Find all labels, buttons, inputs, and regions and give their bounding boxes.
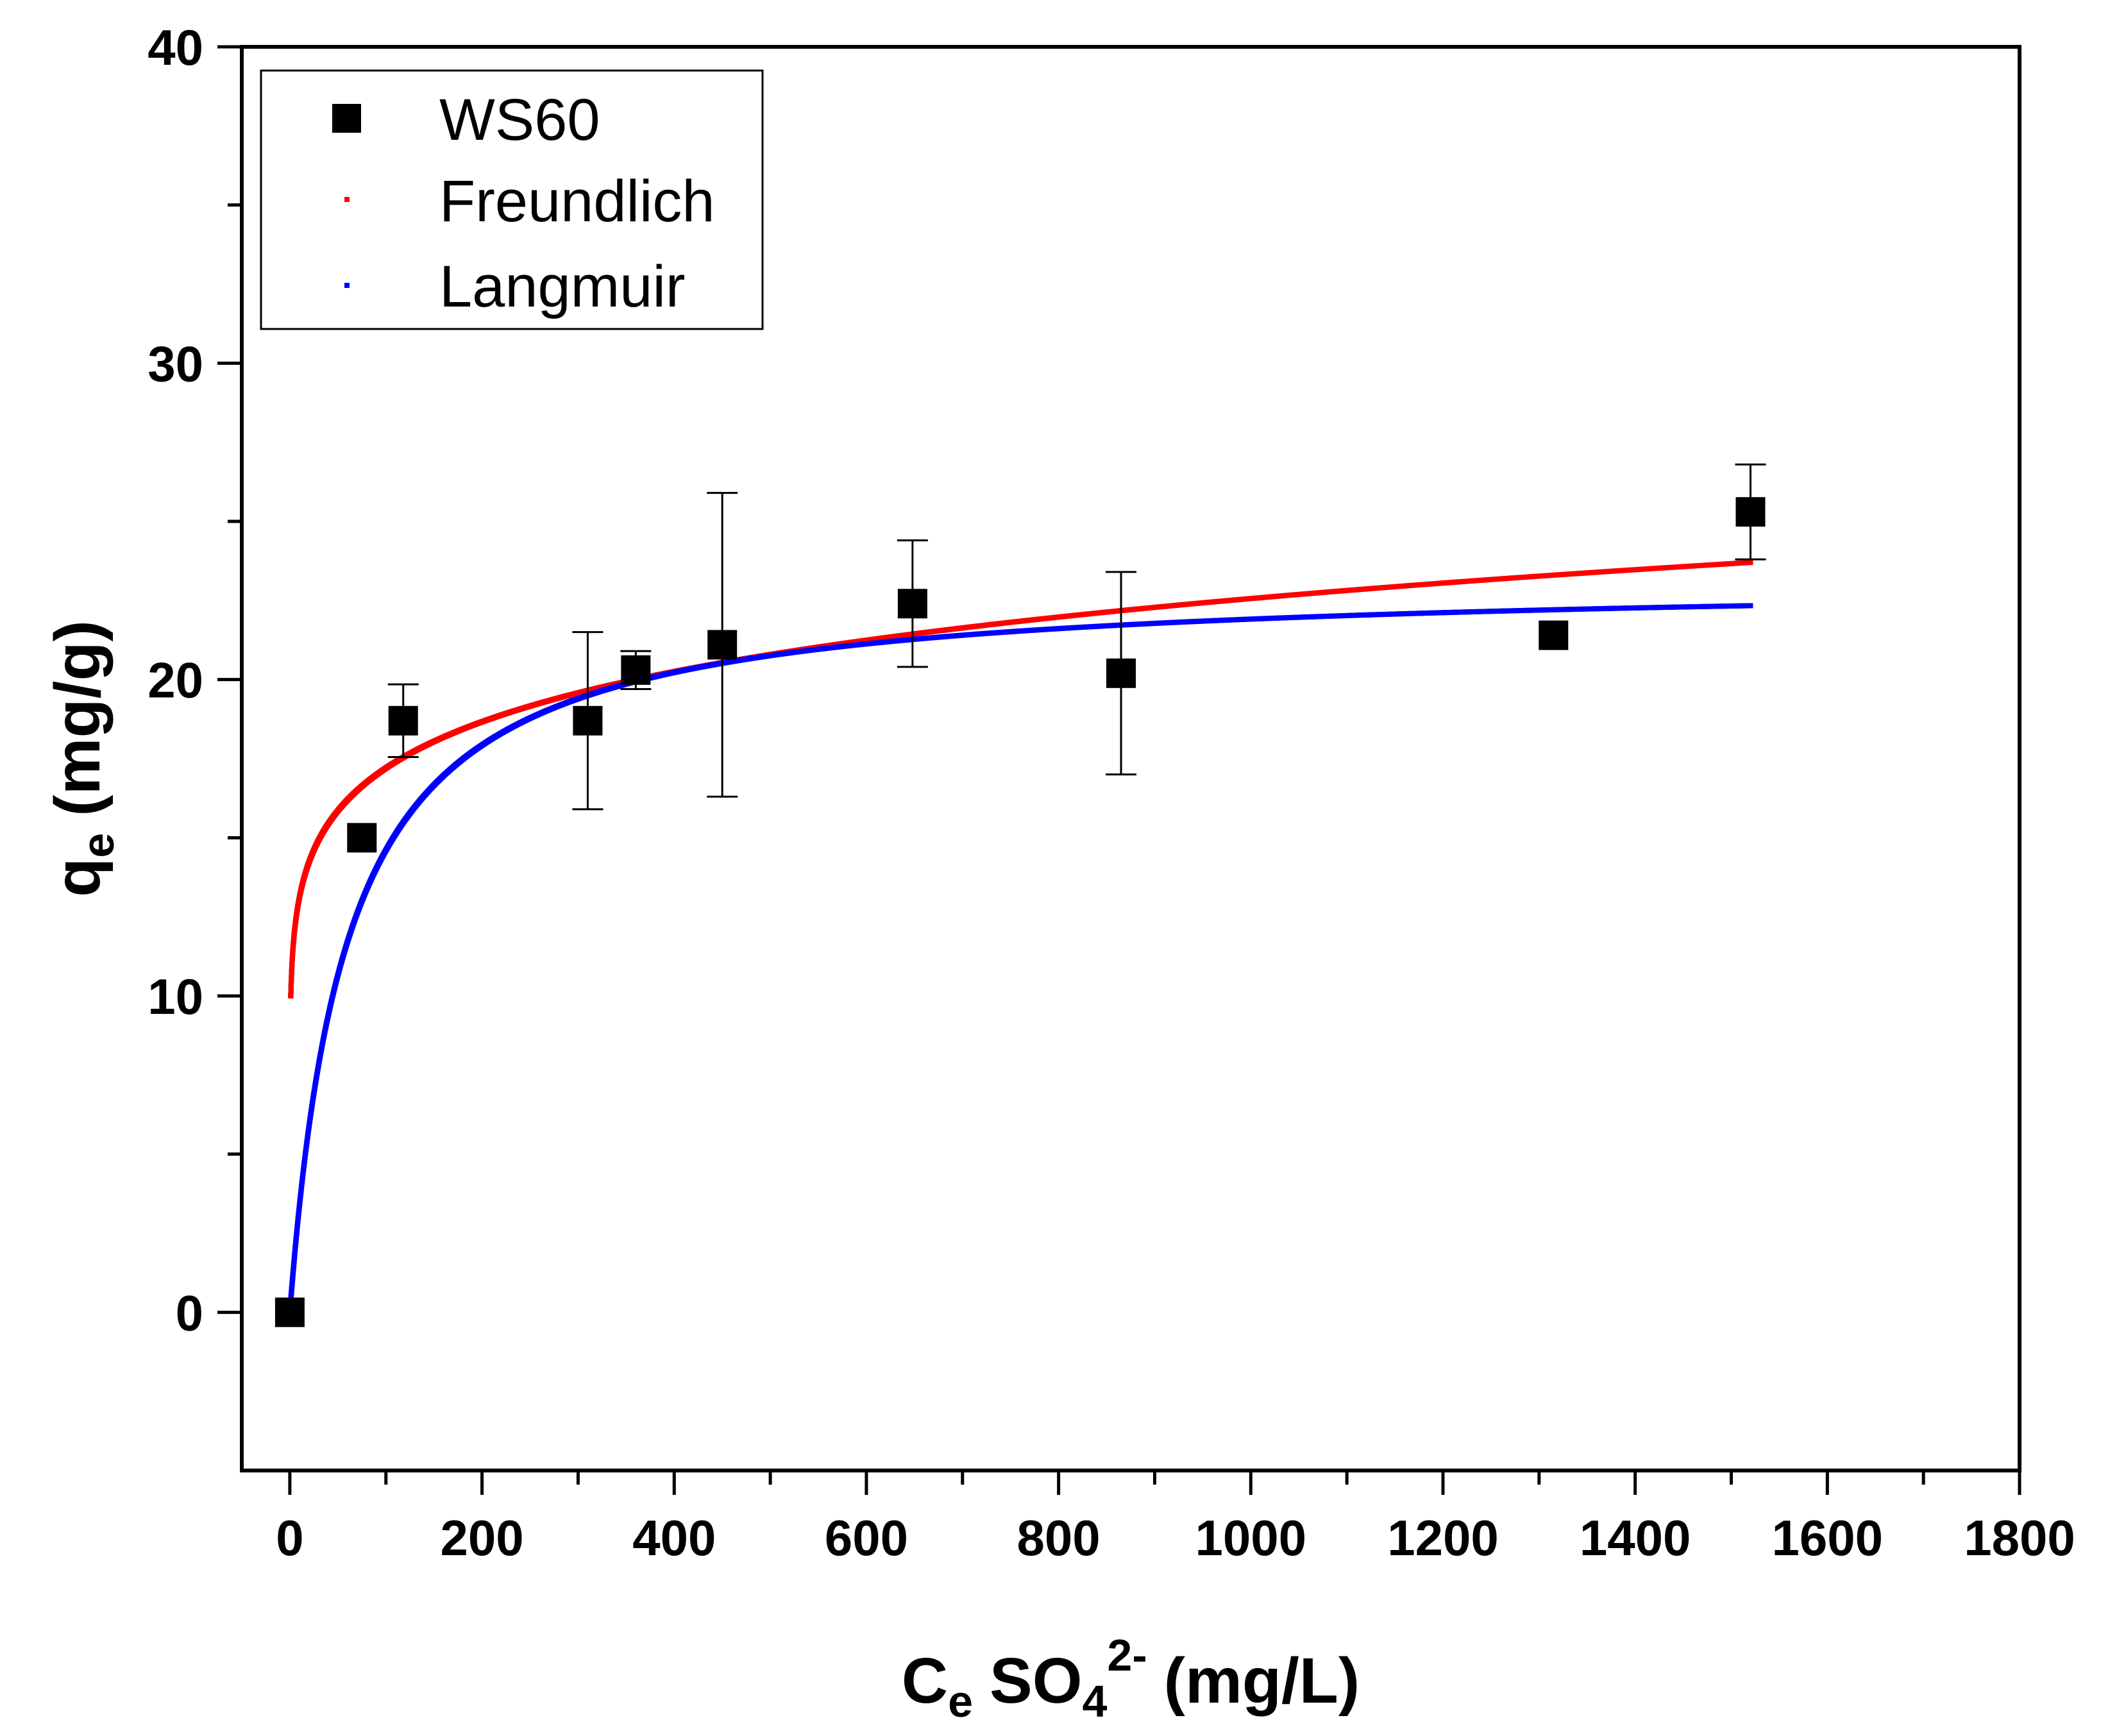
y-tick-label: 40	[148, 19, 203, 76]
ws60-marker	[347, 823, 377, 853]
y-axis-title-sub: e	[73, 833, 123, 858]
legend-label-freundlich: Freundlich	[439, 169, 715, 234]
ws60-marker	[707, 630, 738, 660]
data-points	[274, 463, 1766, 1327]
y-tick-label: 10	[148, 968, 203, 1025]
x-tick-label: 400	[632, 1510, 716, 1566]
plot-area	[240, 45, 2021, 1472]
x-tick-label: 800	[1017, 1510, 1101, 1566]
y-axis-title-unit: (mg/g)	[42, 620, 114, 816]
ws60-marker	[621, 655, 651, 685]
legend-marker-ws60	[332, 104, 361, 133]
x-tick-label: 1600	[1772, 1510, 1884, 1566]
data-point	[572, 631, 603, 811]
ws60-marker	[897, 589, 927, 619]
x-axis-title-species-sup: 2-	[1107, 1630, 1147, 1680]
ws60-marker	[1539, 620, 1569, 650]
x-axis-title-species-sub: 4	[1082, 1676, 1107, 1726]
ws60-marker	[1106, 658, 1136, 688]
x-axis-title-unit: (mg/L)	[1164, 1645, 1360, 1717]
plot-frame	[240, 45, 2021, 1472]
data-point	[1106, 571, 1137, 776]
x-tick-label: 1400	[1580, 1510, 1691, 1566]
x-axis-title-sub: e	[948, 1676, 973, 1726]
data-point	[1735, 463, 1766, 560]
x-axis: 0 200 400 600 800 1000 1200 1400 1600 1800	[276, 1471, 2075, 1566]
y-tick-label: 20	[148, 652, 203, 709]
fit-dot	[1748, 560, 1753, 566]
ws60-marker	[1735, 497, 1766, 527]
x-tick-label: 1200	[1387, 1510, 1499, 1566]
x-axis-title-main: C	[902, 1645, 948, 1717]
ws60-marker	[388, 705, 418, 736]
data-point	[897, 539, 928, 668]
y-axis: 0 10 20 30 40	[148, 19, 242, 1341]
legend-label-langmuir: Langmuir	[439, 254, 686, 319]
freundlich-fit	[288, 560, 1753, 999]
y-axis-title: qe (mg/g)	[42, 620, 123, 897]
x-axis-title: Ce SO42- (mg/L)	[902, 1630, 1360, 1726]
legend: WS60 Freundlich Langmuir	[260, 69, 764, 330]
ws60-marker	[274, 1297, 305, 1327]
data-point	[707, 492, 738, 798]
legend-marker-langmuir	[344, 283, 350, 288]
data-point	[620, 650, 652, 690]
fit-dot	[1748, 603, 1753, 609]
data-point	[1539, 620, 1569, 650]
y-tick-label: 30	[148, 335, 203, 392]
x-tick-label: 1800	[1964, 1510, 2075, 1566]
fit-curves	[287, 560, 1753, 1315]
ws60-marker	[573, 705, 603, 736]
data-point	[274, 1297, 305, 1327]
x-tick-label: 200	[441, 1510, 524, 1566]
x-tick-label: 600	[825, 1510, 908, 1566]
data-point	[347, 823, 377, 853]
x-tick-label: 1000	[1195, 1510, 1307, 1566]
legend-marker-freundlich	[344, 197, 350, 202]
y-axis-title-main: q	[42, 858, 114, 897]
legend-label-ws60: WS60	[439, 87, 600, 153]
data-point	[387, 683, 419, 759]
x-tick-label: 0	[276, 1510, 303, 1566]
x-axis-title-species: SO	[990, 1645, 1082, 1717]
y-tick-label: 0	[176, 1285, 203, 1341]
